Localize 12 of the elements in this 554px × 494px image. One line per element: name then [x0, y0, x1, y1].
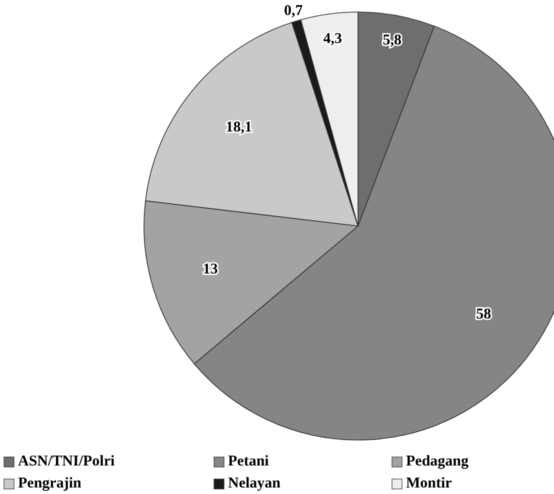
data-label: 58 [476, 306, 492, 323]
legend-label: Pedagang [406, 453, 470, 470]
legend-label: Petani [228, 453, 269, 470]
data-label: 4,3 [323, 30, 342, 47]
data-label: 13 [202, 262, 218, 278]
data-label: 18,1 [226, 120, 252, 136]
legend-label: Pengrajin [18, 475, 82, 492]
legend-label: Nelayan [228, 475, 282, 492]
data-label: 0,7 [284, 2, 304, 19]
legend-label: Montir [406, 475, 452, 492]
legend-label: ASN/TNI/Polri [18, 453, 115, 470]
data-label: 5,8 [382, 32, 402, 48]
